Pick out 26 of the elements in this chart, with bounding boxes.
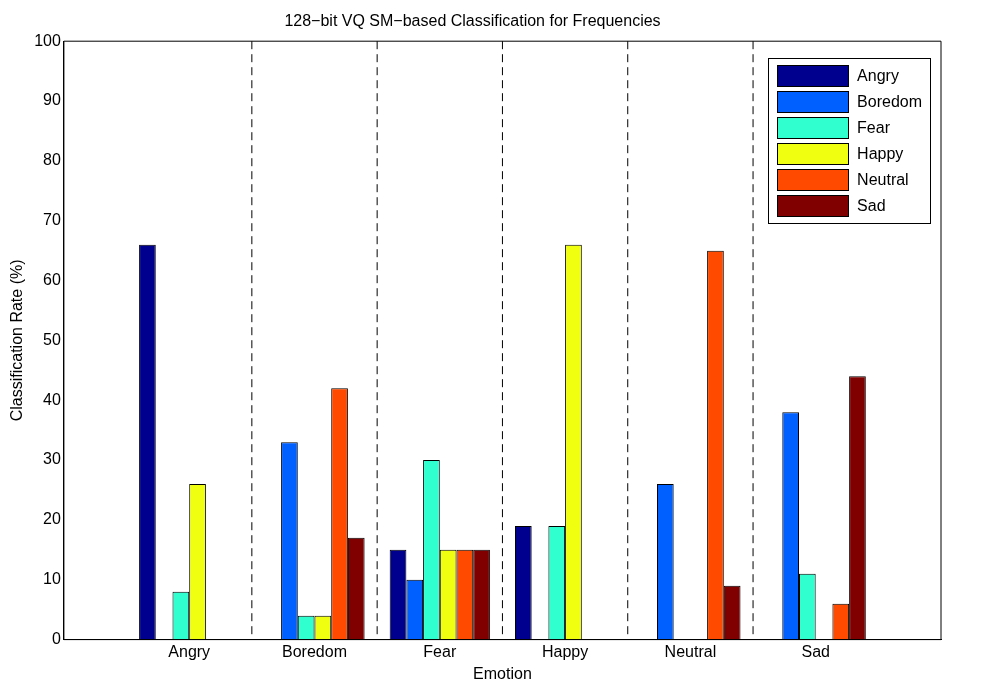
y-tick-label: 60	[43, 270, 61, 288]
y-tick-label: 50	[43, 330, 61, 348]
legend-label: Fear	[857, 119, 890, 137]
y-tick-label: 90	[43, 91, 61, 109]
x-tick-label: Happy	[541, 642, 589, 660]
legend-label: Boredom	[857, 93, 922, 111]
y-tick-label: 80	[43, 151, 61, 169]
y-tick-label: 20	[43, 510, 61, 528]
y-tick-label: 10	[43, 570, 61, 588]
legend-label: Neutral	[857, 171, 909, 189]
chart-title: 128−bit VQ SM−based Classification for Frequencies	[284, 12, 661, 30]
legend-label: Happy	[857, 145, 904, 163]
y-tick-label: 30	[43, 450, 61, 468]
legend-label: Sad	[857, 197, 886, 215]
y-tick-label: 40	[43, 390, 61, 408]
x-tick-label: Sad	[801, 642, 830, 660]
x-tick-label: Neutral	[664, 642, 717, 660]
x-tick-label: Fear	[423, 642, 457, 660]
x-axis-title: Emotion	[473, 664, 532, 682]
y-tick-label: 0	[51, 630, 61, 648]
x-tick-label: Angry	[168, 642, 211, 660]
x-tick-label: Boredom	[282, 642, 347, 660]
legend-label: Angry	[857, 67, 899, 85]
y-axis-title: Classification Rate (%)	[8, 259, 26, 422]
y-tick-label: 100	[34, 31, 61, 49]
y-tick-label: 70	[43, 211, 61, 229]
